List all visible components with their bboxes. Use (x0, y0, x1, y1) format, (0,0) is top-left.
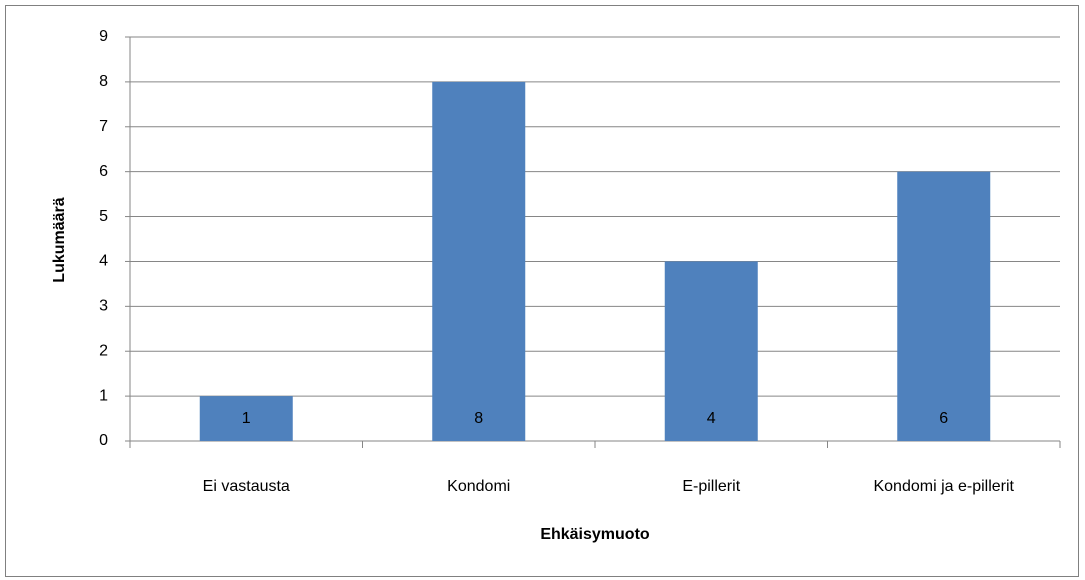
y-tick-label: 8 (99, 73, 108, 90)
y-tick-label: 0 (99, 432, 108, 449)
y-tick-label: 5 (99, 208, 108, 225)
x-tick-label: Ei vastausta (203, 478, 290, 495)
y-tick-label: 2 (99, 342, 108, 359)
x-tick-label: E-pillerit (682, 478, 740, 495)
y-tick-label: 4 (99, 253, 108, 270)
data-label: 6 (939, 410, 948, 427)
y-axis-title: Lukumäärä (51, 197, 68, 282)
y-tick-label: 7 (99, 118, 108, 135)
data-label: 8 (474, 410, 483, 427)
y-tick-label: 1 (99, 387, 108, 404)
x-tick-label: Kondomi ja e-pillerit (873, 478, 1014, 495)
bar (664, 261, 758, 441)
data-label: 1 (242, 410, 251, 427)
bar (199, 396, 293, 441)
x-axis-title: Ehkäisymuoto (540, 526, 650, 543)
data-label: 4 (707, 410, 716, 427)
y-tick-label: 6 (99, 163, 108, 180)
bar (432, 81, 526, 441)
y-tick-label: 3 (99, 298, 108, 315)
x-tick-label: Kondomi (447, 478, 510, 495)
y-tick-label: 9 (99, 28, 108, 45)
bar (897, 171, 991, 441)
